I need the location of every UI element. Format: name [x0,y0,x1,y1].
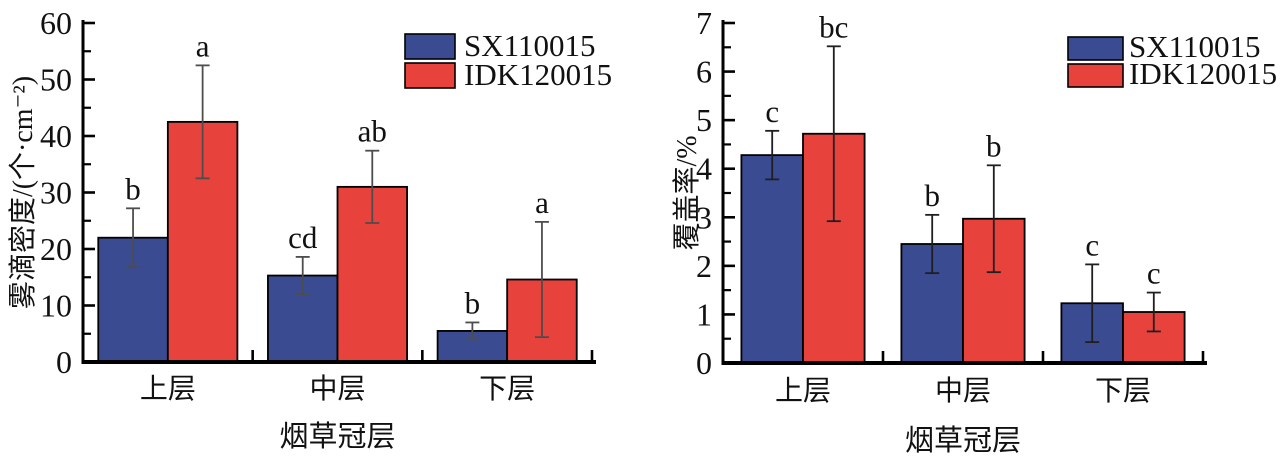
significance-letter: c [1147,256,1161,291]
y-tick-label: 4 [696,151,712,187]
y-tick-label: 6 [696,54,712,90]
significance-letter: a [196,28,210,63]
y-tick-label: 3 [696,199,712,235]
coverage-rate-chart: c bc b b c c 0 1 2 3 4 5 6 7 上层 中层 下层 烟草冠层 覆盖率/% SX110015 ID… [640,0,1280,459]
significance-letter: bc [819,9,848,44]
y-tick-label: 10 [40,288,72,324]
significance-letter: b [465,285,481,320]
category-label-1: 中层 [309,373,365,405]
category-label-1: 中层 [935,375,991,407]
significance-letter: c [765,94,779,129]
y-tick-label: 30 [40,175,72,211]
legend-swatch-idk120015 [404,62,456,89]
significance-letter: b [125,171,141,206]
legend-swatch-idk120015 [1067,63,1124,88]
significance-letter: c [1085,227,1099,262]
droplet-density-chart: b a cd ab b a 0 10 20 30 40 50 60 上层 中层 下层烟草冠层 雾滴密度/(个·c… [7,5,612,453]
category-label-2: 下层 [479,374,535,405]
y-tick-label: 60 [40,5,72,41]
bar-sx110015-cat0 [740,154,804,364]
significance-letter: b [924,178,940,213]
category-label-0: 上层 [775,376,831,407]
significance-letter: ab [358,114,387,149]
category-label-0: 上层 [140,374,196,405]
legend-swatch-sx110015 [404,33,456,60]
legend-label-sx110015: SX110015 [1129,29,1260,64]
y-axis-title: 雾滴密度/(个·cm⁻²) [7,76,39,309]
category-label-2: 下层 [1095,376,1151,407]
y-tick-label: 7 [696,5,712,41]
y-tick-label: 0 [696,345,712,381]
x-axis-title: 烟草冠层 [279,420,395,453]
significance-letter: a [535,185,549,220]
significance-letter: cd [288,220,318,255]
y-tick-label: 40 [40,118,72,154]
legend-label-idk120015: IDK120015 [464,57,612,92]
y-tick-label: 0 [56,344,72,380]
y-tick-label: 1 [696,296,712,332]
legend-label-sx110015: SX110015 [464,28,595,63]
y-axis-title: 覆盖率/% [671,135,703,250]
significance-letter: b [986,128,1002,163]
legend-label-idk120015: IDK120015 [1129,56,1277,91]
legend-swatch-sx110015 [1067,36,1124,61]
x-axis-title: 烟草冠层 [905,424,1021,457]
y-tick-label: 5 [696,102,712,138]
y-tick-label: 2 [696,248,712,284]
y-tick-label: 20 [40,231,72,267]
y-tick-label: 50 [40,62,72,98]
